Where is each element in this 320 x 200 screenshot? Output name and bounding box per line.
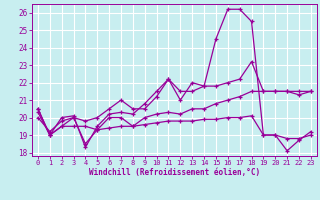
X-axis label: Windchill (Refroidissement éolien,°C): Windchill (Refroidissement éolien,°C) — [89, 168, 260, 177]
